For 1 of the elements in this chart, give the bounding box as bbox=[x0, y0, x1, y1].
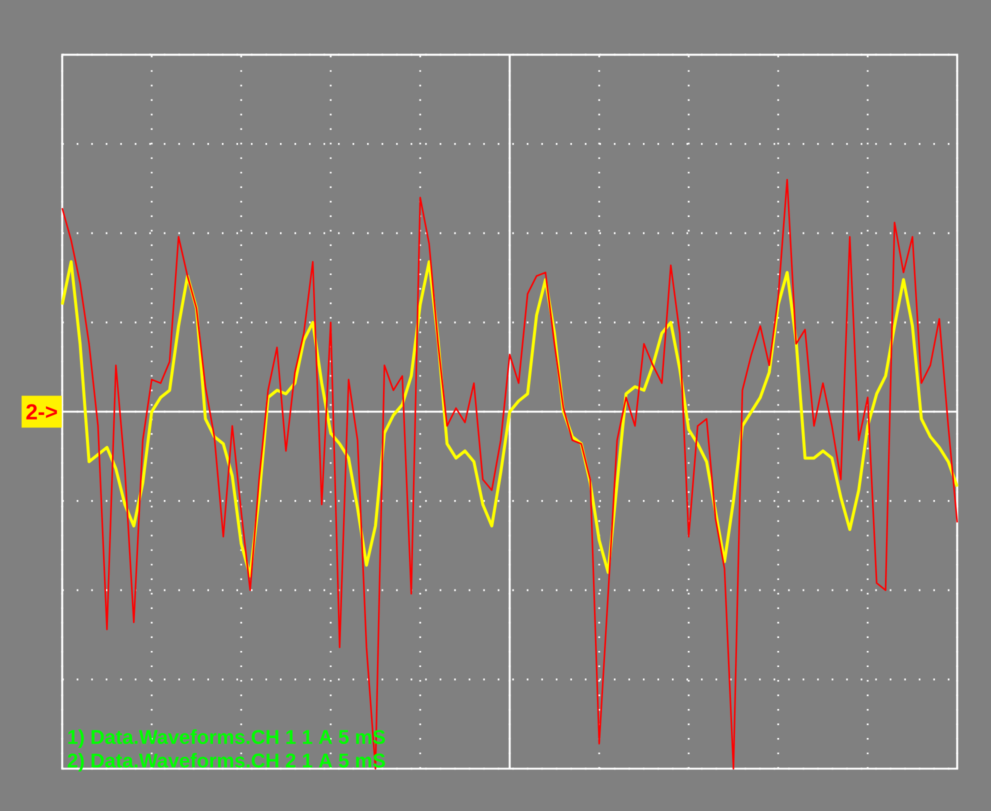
annotation: 2-> bbox=[26, 404, 57, 420]
